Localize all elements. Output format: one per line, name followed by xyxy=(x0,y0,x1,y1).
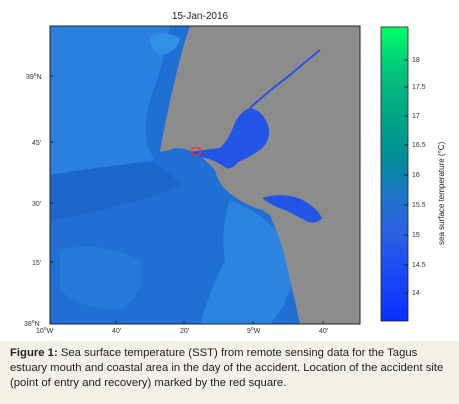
sst-patch-southwest xyxy=(60,246,143,310)
sst-patch-small xyxy=(149,33,180,55)
sst-patch-coastal xyxy=(50,162,180,220)
accident-site-marker xyxy=(191,147,201,156)
lon-tick-label: 40' xyxy=(112,328,121,335)
sst-patch-southeast xyxy=(200,200,293,324)
lat-tick-label: 39oN xyxy=(26,72,42,81)
colorbar-tick-label: 17 xyxy=(412,113,420,120)
colorbar-tick-label: 14 xyxy=(412,290,420,297)
colorbar-ticks: 18 17.5 17 16.5 16 15.5 15 14.5 14 xyxy=(404,57,426,297)
colorbar-tick-label: 15 xyxy=(412,232,420,239)
colorbar-tick-label: 18 xyxy=(412,57,420,64)
sado-estuary xyxy=(262,195,322,223)
caption-area xyxy=(0,341,459,404)
sst-map: 39oN 45' 30' 15' 38oN 10oW 40' 20' 9oW 4… xyxy=(24,25,446,335)
lat-tick-label: 15' xyxy=(32,260,41,267)
figure-caption: Figure 1: Sea surface temperature (SST) … xyxy=(10,346,450,391)
colorbar-tick-label: 16.5 xyxy=(412,142,426,149)
lon-axis: 10oW 40' 20' 9oW 40' xyxy=(36,321,328,335)
tagus-river xyxy=(249,49,321,109)
sst-patch-north xyxy=(50,26,170,175)
colorbar-tick-label: 15.5 xyxy=(412,202,426,209)
lon-tick-label: 40' xyxy=(319,328,328,335)
lat-tick-label: 45' xyxy=(32,140,41,147)
caption-text: Sea surface temperature (SST) from remot… xyxy=(10,347,444,389)
lon-tick-label: 20' xyxy=(180,328,189,335)
lon-tick-label: 9oW xyxy=(247,326,261,335)
map-date-title: 15-Jan-2016 xyxy=(171,11,229,22)
lat-axis: 39oN 45' 30' 15' 38oN xyxy=(24,72,53,328)
land-area xyxy=(160,26,360,324)
caption-label: Figure 1: xyxy=(10,347,58,359)
tagus-estuary xyxy=(188,108,269,169)
colorbar-label: sea surface temperature (°C) xyxy=(437,141,446,245)
colorbar xyxy=(380,26,409,322)
map-frame xyxy=(49,25,361,325)
colorbar-tick-label: 17.5 xyxy=(412,84,426,91)
colorbar-tick-label: 16 xyxy=(412,172,420,179)
lon-tick-label: 10oW xyxy=(36,326,54,335)
colorbar-tick-label: 14.5 xyxy=(412,262,426,269)
lat-tick-label: 38oN xyxy=(24,319,40,328)
lat-tick-label: 30' xyxy=(32,201,41,208)
